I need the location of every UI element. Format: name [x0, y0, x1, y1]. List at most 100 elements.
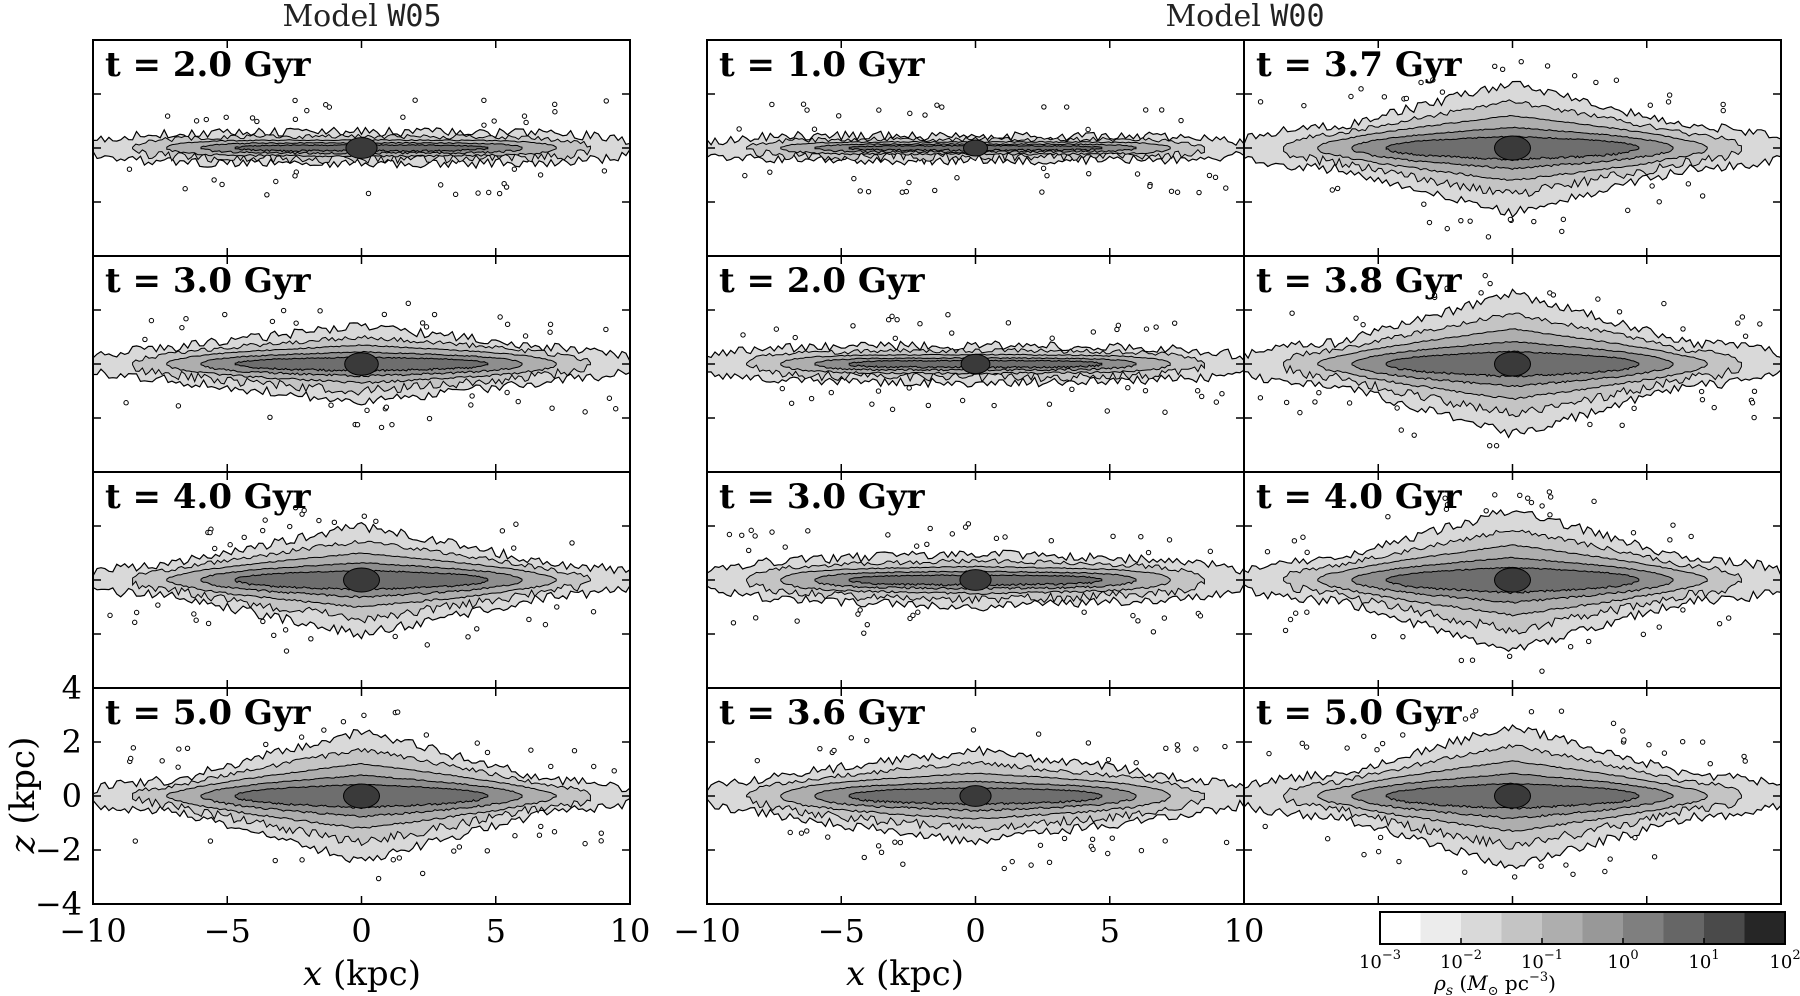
- contour-speck: [1358, 86, 1364, 92]
- contour-speck: [1647, 102, 1653, 108]
- colorbar-tick-label: 10−3: [1359, 948, 1401, 973]
- contour-speck: [1109, 835, 1115, 841]
- contour-speck: [1739, 314, 1746, 320]
- contour-speck: [603, 326, 609, 333]
- contour-speck: [825, 834, 831, 840]
- contour-speck: [804, 828, 810, 834]
- contour-speck: [1303, 744, 1310, 750]
- contour-speck: [184, 745, 191, 751]
- contour-speck: [1741, 753, 1747, 760]
- contour-speck: [468, 402, 474, 408]
- contour-speck: [754, 757, 760, 764]
- colorbar-level: [1663, 912, 1705, 944]
- contour-speck: [861, 854, 867, 861]
- contour-speck: [1143, 107, 1149, 113]
- contour-speck: [1049, 335, 1055, 341]
- contour-speck: [1377, 834, 1384, 841]
- contour-speck: [603, 98, 609, 104]
- contour-speck: [484, 848, 490, 854]
- contour-speck: [523, 119, 529, 126]
- time-label: t = 3.0 Gyr: [719, 477, 926, 517]
- x-tick-label: 0: [965, 912, 985, 950]
- contour-speck: [475, 190, 481, 196]
- contour-speck: [1198, 393, 1205, 400]
- panel-w00-t3.0: t = 3.0 Gyr: [706, 471, 1245, 689]
- contour-speck: [484, 749, 491, 756]
- contour-speck: [894, 316, 900, 323]
- core-contour: [959, 785, 992, 807]
- y-tick-label: −4: [35, 885, 82, 923]
- contour-speck: [1517, 492, 1523, 499]
- contour-speck: [1105, 850, 1111, 857]
- contour-speck: [1699, 193, 1706, 199]
- contour-speck: [804, 107, 810, 113]
- panel-w05-t3.0: t = 3.0 Gyr: [92, 255, 631, 473]
- contour-speck: [396, 855, 402, 861]
- contour-speck: [513, 521, 519, 527]
- contour-speck: [1567, 644, 1574, 650]
- contour-speck: [900, 861, 906, 867]
- contour-speck: [1398, 427, 1404, 433]
- colorbar-level: [1623, 912, 1664, 944]
- contour-speck: [864, 737, 870, 744]
- contour-speck: [365, 190, 372, 197]
- contour-speck: [361, 513, 367, 519]
- contour-speck: [1371, 633, 1377, 640]
- contour-speck: [400, 114, 406, 120]
- contour-speck: [1670, 522, 1676, 528]
- time-label: t = 3.8 Gyr: [1256, 261, 1463, 301]
- contour-speck: [745, 547, 752, 554]
- contour-speck: [361, 712, 367, 719]
- contour-speck: [431, 311, 438, 318]
- contour-speck: [1360, 321, 1366, 328]
- contour-speck: [267, 414, 273, 420]
- contour-speck: [537, 172, 544, 178]
- contour-speck: [1041, 104, 1047, 110]
- contour-speck: [1379, 740, 1386, 747]
- contour-speck: [1444, 285, 1450, 291]
- contour-speck: [1640, 631, 1647, 638]
- time-label: t = 2.0 Gyr: [719, 261, 926, 301]
- contour-speck: [182, 186, 188, 192]
- contour-speck: [1757, 321, 1763, 327]
- contour-speck: [1539, 668, 1545, 674]
- contour-speck: [1467, 218, 1473, 224]
- contour-speck: [913, 543, 920, 549]
- x-tick-label: −10: [59, 912, 127, 950]
- contour-speck: [917, 321, 923, 327]
- contour-speck: [1518, 58, 1524, 65]
- x-tick-label: 0: [351, 912, 371, 950]
- contour-speck: [1487, 280, 1493, 287]
- contour-speck: [299, 857, 305, 863]
- contour-speck: [511, 166, 518, 172]
- panel-w05-t5.0: t = 5.0 Gyr: [92, 687, 631, 905]
- contour-speck: [1699, 396, 1706, 403]
- contour-speck: [1171, 320, 1178, 326]
- contour-speck: [1262, 823, 1268, 830]
- contour-speck: [515, 398, 521, 405]
- contour-speck: [497, 314, 503, 320]
- contour-speck: [1619, 422, 1625, 428]
- time-label: t = 5.0 Gyr: [1256, 693, 1463, 733]
- contour-speck: [1090, 329, 1097, 335]
- contour-speck: [142, 336, 148, 343]
- contour-speck: [1688, 533, 1694, 540]
- xlabel-left: x (kpc): [303, 954, 421, 994]
- colorbar-tick-label: 10−2: [1440, 948, 1482, 973]
- time-label: t = 3.7 Gyr: [1256, 45, 1463, 85]
- contour-speck: [241, 534, 247, 541]
- contour-speck: [262, 517, 268, 523]
- contour-speck: [551, 829, 558, 835]
- contour-speck: [538, 823, 544, 830]
- contour-speck: [924, 541, 930, 547]
- contour-speck: [452, 191, 459, 198]
- y-tick-label: 0: [62, 777, 82, 815]
- contour-speck: [831, 747, 837, 754]
- contour-speck: [419, 870, 426, 877]
- contour-speck: [287, 523, 293, 530]
- contour-speck: [1550, 292, 1557, 298]
- core-contour: [960, 353, 991, 375]
- contour-speck: [1571, 73, 1578, 79]
- contour-speck: [130, 745, 137, 751]
- time-label: t = 4.0 Gyr: [105, 477, 312, 517]
